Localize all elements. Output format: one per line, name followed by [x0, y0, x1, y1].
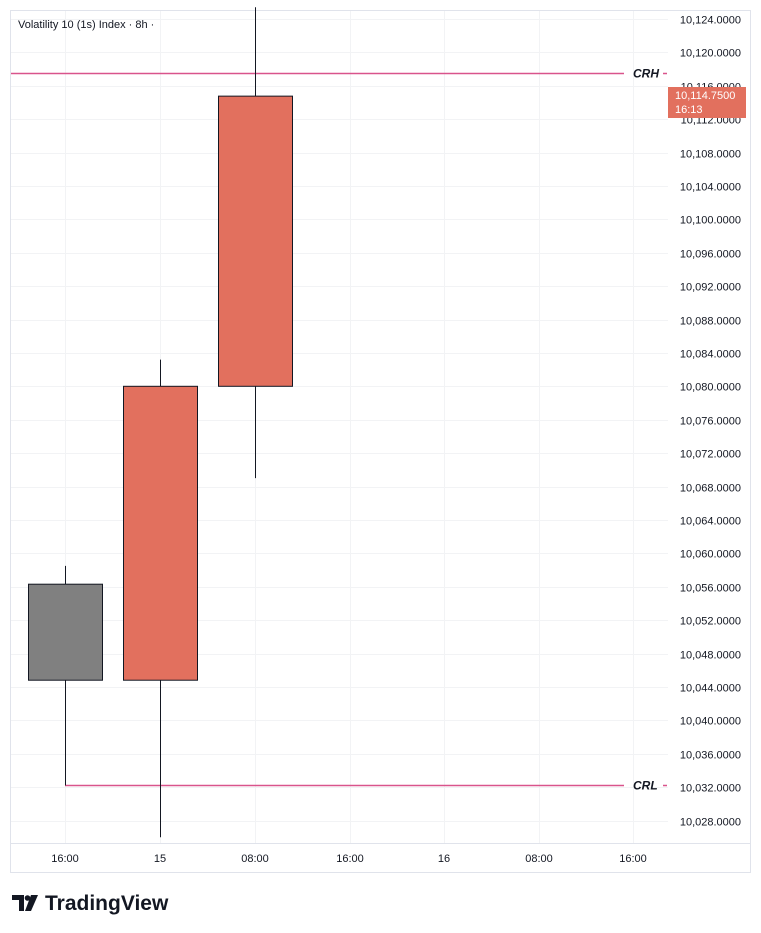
- y-tick-label: 10,032.0000: [680, 783, 741, 795]
- candle-body: [28, 583, 103, 681]
- x-tick-label: 16: [438, 853, 450, 865]
- chart-border: [10, 10, 751, 873]
- y-tick-label: 10,056.0000: [680, 583, 741, 595]
- chart-title: Volatility 10 (1s) Index · 8h ·: [18, 19, 154, 31]
- candle-body: [218, 95, 293, 387]
- grid: [11, 11, 668, 843]
- y-tick-label: 10,092.0000: [680, 282, 741, 294]
- candles[interactable]: [28, 7, 293, 838]
- candle[interactable]: [218, 7, 293, 479]
- y-tick-label: 10,076.0000: [680, 416, 741, 428]
- y-tick-label: 10,124.0000: [680, 15, 741, 27]
- current-price-tag: 10,114.7500 16:13: [668, 87, 746, 118]
- candle-body: [123, 385, 198, 681]
- y-tick-label: 10,096.0000: [680, 249, 741, 261]
- y-tick-label: 10,084.0000: [680, 349, 741, 361]
- y-tick-label: 10,100.0000: [680, 215, 741, 227]
- time-axis[interactable]: 16:00 15 08:00 16:00 16 08:00 16:00: [51, 853, 647, 865]
- y-tick-label: 10,120.0000: [680, 48, 741, 60]
- candle[interactable]: [123, 359, 198, 838]
- x-tick-label: 08:00: [525, 853, 553, 865]
- y-tick-label: 10,108.0000: [680, 149, 741, 161]
- x-tick-label: 16:00: [619, 853, 647, 865]
- x-tick-label: 16:00: [51, 853, 79, 865]
- y-tick-label: 10,064.0000: [680, 516, 741, 528]
- tradingview-logo[interactable]: TradingView: [12, 892, 169, 915]
- candle[interactable]: [28, 565, 103, 786]
- y-tick-label: 10,040.0000: [680, 716, 741, 728]
- y-tick-label: 10,080.0000: [680, 382, 741, 394]
- y-tick-label: 10,028.0000: [680, 817, 741, 829]
- y-tick-label: 10,044.0000: [680, 683, 741, 695]
- y-tick-label: 10,088.0000: [680, 316, 741, 328]
- y-tick-label: 10,072.0000: [680, 449, 741, 461]
- y-tick-label: 10,036.0000: [680, 750, 741, 762]
- x-tick-label: 15: [154, 853, 166, 865]
- x-tick-label: 08:00: [241, 853, 269, 865]
- price-axis[interactable]: 10,028.0000 10,032.0000 10,036.0000 10,040.…: [680, 15, 741, 829]
- y-tick-label: 10,060.0000: [680, 549, 741, 561]
- y-tick-label: 10,104.0000: [680, 182, 741, 194]
- price-tag-background: [668, 87, 746, 118]
- x-tick-label: 16:00: [336, 853, 364, 865]
- y-tick-label: 10,048.0000: [680, 650, 741, 662]
- countdown-timer: 16:13: [675, 104, 703, 116]
- level-label-crl: CRL: [633, 779, 658, 793]
- tv-icon: [12, 895, 38, 911]
- brand-name: TradingView: [45, 892, 169, 915]
- level-lines: CRH CRL: [11, 67, 667, 793]
- y-tick-label: 10,052.0000: [680, 616, 741, 628]
- y-tick-label: 10,068.0000: [680, 483, 741, 495]
- level-label-crh: CRH: [633, 67, 659, 81]
- current-price: 10,114.7500: [675, 90, 735, 102]
